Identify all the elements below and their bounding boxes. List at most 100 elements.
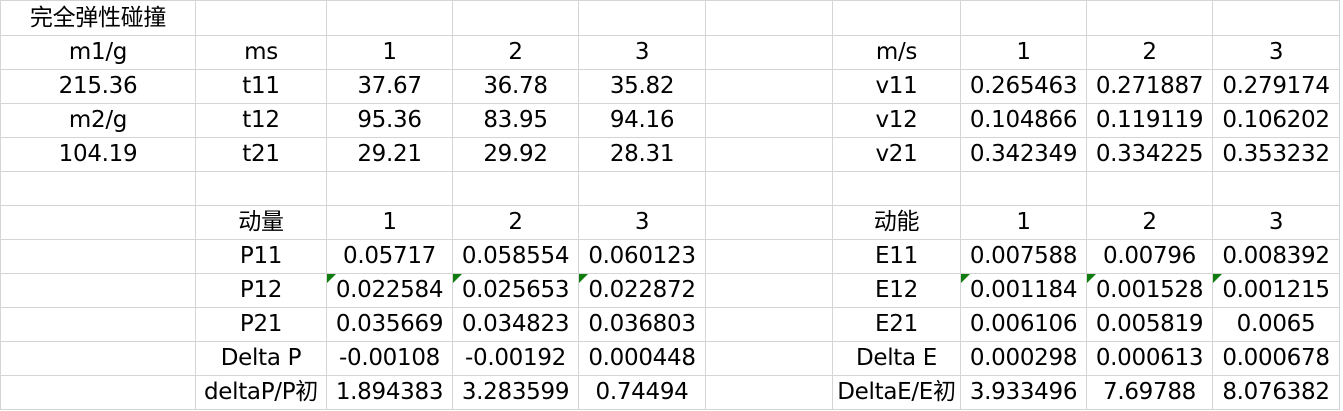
- cell[interactable]: [1212, 171, 1340, 206]
- momentum-cell-flagged[interactable]: 0.025653: [452, 273, 579, 308]
- velocity-col-header[interactable]: 1: [960, 35, 1087, 70]
- energy-cell[interactable]: 0.000613: [1086, 341, 1213, 376]
- cell[interactable]: [705, 103, 833, 138]
- momentum-header[interactable]: 动量: [195, 205, 327, 240]
- cell[interactable]: [0, 171, 196, 206]
- cell[interactable]: [0, 307, 196, 342]
- velocity-cell[interactable]: 0.119119: [1086, 103, 1213, 138]
- time-cell[interactable]: 95.36: [326, 103, 453, 138]
- time-unit-cell[interactable]: ms: [195, 35, 327, 70]
- cell[interactable]: [0, 375, 196, 410]
- velocity-col-header[interactable]: 3: [1212, 35, 1340, 70]
- velocity-row-label[interactable]: v21: [832, 137, 961, 172]
- energy-cell[interactable]: 0.008392: [1212, 239, 1340, 274]
- energy-row-label[interactable]: E11: [832, 239, 961, 274]
- energy-cell[interactable]: 0.00796: [1086, 239, 1213, 274]
- cell[interactable]: [195, 171, 327, 206]
- velocity-col-header[interactable]: 2: [1086, 35, 1213, 70]
- energy-cell-flagged[interactable]: 0.001184: [960, 273, 1087, 308]
- momentum-cell[interactable]: -0.00192: [452, 341, 579, 376]
- energy-cell[interactable]: 0.007588: [960, 239, 1087, 274]
- velocity-row-label[interactable]: v12: [832, 103, 961, 138]
- cell[interactable]: [705, 341, 833, 376]
- cell[interactable]: [705, 35, 833, 70]
- time-cell[interactable]: 35.82: [578, 69, 706, 104]
- cell[interactable]: [960, 0, 1087, 36]
- cell[interactable]: [0, 341, 196, 376]
- momentum-cell[interactable]: 0.034823: [452, 307, 579, 342]
- time-col-header[interactable]: 2: [452, 35, 579, 70]
- cell[interactable]: [705, 171, 833, 206]
- energy-cell[interactable]: 0.0065: [1212, 307, 1340, 342]
- energy-cell[interactable]: 0.006106: [960, 307, 1087, 342]
- velocity-cell[interactable]: 0.104866: [960, 103, 1087, 138]
- momentum-cell[interactable]: 3.283599: [452, 375, 579, 410]
- velocity-cell[interactable]: 0.265463: [960, 69, 1087, 104]
- time-row-label[interactable]: t21: [195, 137, 327, 172]
- velocity-cell[interactable]: 0.353232: [1212, 137, 1340, 172]
- cell[interactable]: [452, 0, 579, 36]
- energy-col-header[interactable]: 1: [960, 205, 1087, 240]
- momentum-row-label[interactable]: P11: [195, 239, 327, 274]
- cell[interactable]: [326, 0, 453, 36]
- momentum-cell[interactable]: 0.000448: [578, 341, 706, 376]
- cell[interactable]: [705, 137, 833, 172]
- cell[interactable]: [705, 0, 833, 36]
- momentum-col-header[interactable]: 2: [452, 205, 579, 240]
- velocity-cell[interactable]: 0.106202: [1212, 103, 1340, 138]
- energy-row-label[interactable]: E21: [832, 307, 961, 342]
- cell[interactable]: [832, 171, 961, 206]
- momentum-cell-flagged[interactable]: 0.022584: [326, 273, 453, 308]
- momentum-row-label[interactable]: P21: [195, 307, 327, 342]
- momentum-row-label[interactable]: P12: [195, 273, 327, 308]
- cell[interactable]: [705, 375, 833, 410]
- energy-cell[interactable]: 3.933496: [960, 375, 1087, 410]
- time-cell[interactable]: 37.67: [326, 69, 453, 104]
- cell[interactable]: [1212, 0, 1340, 36]
- momentum-row-label[interactable]: deltaP/P初: [195, 375, 327, 410]
- cell[interactable]: [1086, 171, 1213, 206]
- time-cell[interactable]: 36.78: [452, 69, 579, 104]
- energy-cell[interactable]: 7.69788: [1086, 375, 1213, 410]
- time-cell[interactable]: 29.21: [326, 137, 453, 172]
- velocity-cell[interactable]: 0.279174: [1212, 69, 1340, 104]
- energy-cell-flagged[interactable]: 0.001215: [1212, 273, 1340, 308]
- cell[interactable]: [705, 239, 833, 274]
- cell[interactable]: [705, 307, 833, 342]
- energy-col-header[interactable]: 2: [1086, 205, 1213, 240]
- velocity-cell[interactable]: 0.271887: [1086, 69, 1213, 104]
- cell[interactable]: [705, 205, 833, 240]
- cell[interactable]: [1086, 0, 1213, 36]
- energy-row-label[interactable]: DeltaE/E初: [832, 375, 961, 410]
- velocity-cell[interactable]: 0.334225: [1086, 137, 1213, 172]
- energy-cell[interactable]: 8.076382: [1212, 375, 1340, 410]
- cell[interactable]: [326, 171, 453, 206]
- cell[interactable]: [0, 205, 196, 240]
- cell[interactable]: [705, 69, 833, 104]
- momentum-cell[interactable]: 0.058554: [452, 239, 579, 274]
- cell[interactable]: [705, 273, 833, 308]
- m2-label-cell[interactable]: m2/g: [0, 103, 196, 138]
- cell[interactable]: [960, 171, 1087, 206]
- cell[interactable]: [0, 273, 196, 308]
- energy-col-header[interactable]: 3: [1212, 205, 1340, 240]
- energy-row-label[interactable]: Delta E: [832, 341, 961, 376]
- cell[interactable]: [0, 239, 196, 274]
- momentum-cell[interactable]: -0.00108: [326, 341, 453, 376]
- time-row-label[interactable]: t12: [195, 103, 327, 138]
- time-cell[interactable]: 94.16: [578, 103, 706, 138]
- cell[interactable]: [195, 0, 327, 36]
- momentum-row-label[interactable]: Delta P: [195, 341, 327, 376]
- sheet-title[interactable]: 完全弹性碰撞: [0, 0, 196, 36]
- momentum-cell[interactable]: 0.060123: [578, 239, 706, 274]
- m2-value-cell[interactable]: 104.19: [0, 137, 196, 172]
- momentum-cell[interactable]: 0.74494: [578, 375, 706, 410]
- velocity-cell[interactable]: 0.342349: [960, 137, 1087, 172]
- m1-label-cell[interactable]: m1/g: [0, 35, 196, 70]
- momentum-cell[interactable]: 0.05717: [326, 239, 453, 274]
- cell[interactable]: [452, 171, 579, 206]
- time-row-label[interactable]: t11: [195, 69, 327, 104]
- cell[interactable]: [578, 0, 706, 36]
- momentum-col-header[interactable]: 1: [326, 205, 453, 240]
- momentum-cell[interactable]: 0.036803: [578, 307, 706, 342]
